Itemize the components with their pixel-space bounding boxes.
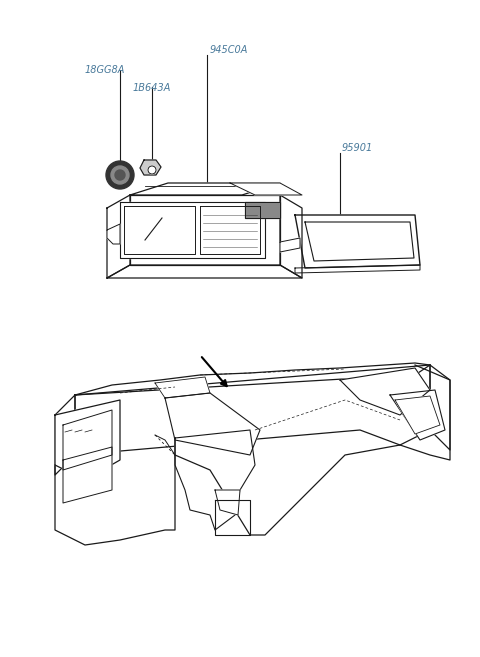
Circle shape xyxy=(106,161,134,189)
Polygon shape xyxy=(295,265,420,273)
Text: 18GG8A: 18GG8A xyxy=(85,65,125,75)
Polygon shape xyxy=(107,224,120,244)
Polygon shape xyxy=(55,395,75,475)
Polygon shape xyxy=(107,195,130,278)
Polygon shape xyxy=(175,430,255,530)
Polygon shape xyxy=(124,206,195,254)
Polygon shape xyxy=(140,160,161,175)
Polygon shape xyxy=(230,183,302,195)
Circle shape xyxy=(111,166,129,184)
Polygon shape xyxy=(200,206,260,254)
Polygon shape xyxy=(395,396,440,434)
Text: 945C0A: 945C0A xyxy=(210,45,248,55)
Text: 95901: 95901 xyxy=(342,143,373,153)
Polygon shape xyxy=(55,400,120,480)
Polygon shape xyxy=(280,238,300,252)
Polygon shape xyxy=(165,393,260,455)
Polygon shape xyxy=(305,222,414,261)
Polygon shape xyxy=(295,215,420,268)
Polygon shape xyxy=(390,390,445,440)
Circle shape xyxy=(115,170,125,180)
Polygon shape xyxy=(107,265,302,278)
Polygon shape xyxy=(430,365,450,450)
Polygon shape xyxy=(63,410,112,470)
Polygon shape xyxy=(215,490,240,515)
Polygon shape xyxy=(120,202,265,258)
Polygon shape xyxy=(130,183,280,195)
Polygon shape xyxy=(340,368,430,415)
Text: 1B643A: 1B643A xyxy=(133,83,171,93)
Polygon shape xyxy=(245,202,280,218)
Polygon shape xyxy=(155,377,210,398)
Circle shape xyxy=(148,166,156,174)
Polygon shape xyxy=(75,365,430,455)
Polygon shape xyxy=(63,447,112,503)
Polygon shape xyxy=(280,195,302,278)
Polygon shape xyxy=(75,363,430,395)
Polygon shape xyxy=(130,195,280,265)
